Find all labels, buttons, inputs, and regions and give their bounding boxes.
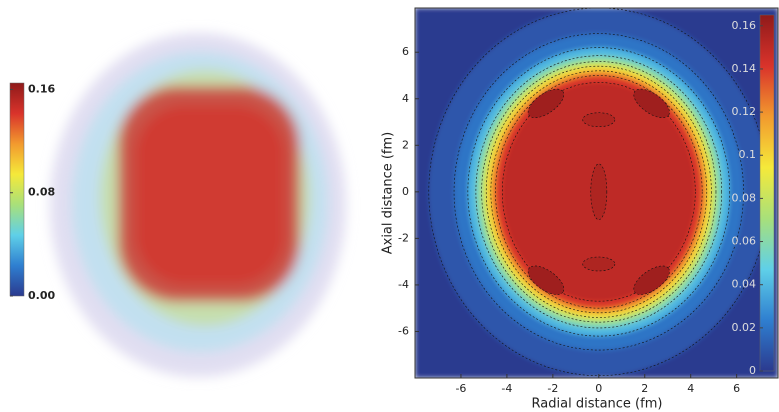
colorbar-tick-label: 0.08 bbox=[732, 191, 757, 204]
y-tick-label: -6 bbox=[398, 324, 409, 337]
left-colorbar: 0.00 0.08 0.16 bbox=[9, 82, 55, 302]
density-spot bbox=[633, 265, 670, 295]
colorbar-tick-label: 0 bbox=[749, 364, 756, 377]
colorbar-tick-label: 0.12 bbox=[732, 105, 757, 118]
volume-core bbox=[135, 105, 285, 285]
y-tick-label: 6 bbox=[402, 45, 409, 58]
colorbar-tick-label: 0.04 bbox=[732, 278, 757, 291]
colorbar-tick-label: 0.1 bbox=[739, 148, 757, 161]
contour-line bbox=[453, 33, 744, 351]
contour-line bbox=[485, 65, 712, 318]
contours bbox=[428, 8, 770, 376]
colorbar bbox=[759, 14, 775, 372]
density-spot bbox=[527, 88, 565, 119]
density-spot bbox=[582, 112, 616, 127]
y-axis-label: Axial distance (fm) bbox=[381, 132, 396, 255]
y-tick-label: 2 bbox=[402, 138, 409, 151]
contour-line bbox=[467, 47, 731, 337]
colorbar-tick-label: 0.08 bbox=[28, 186, 55, 199]
density-spot bbox=[527, 265, 565, 295]
y-tick-label: 4 bbox=[402, 92, 409, 105]
right-axes: -6 -4 -2 0 2 4 6-6-4-2024600.020.040.060.080.1… bbox=[398, 14, 775, 395]
colorbar-tick-label: 0.06 bbox=[732, 235, 757, 248]
density-spot bbox=[582, 256, 616, 272]
y-tick-label: -2 bbox=[398, 231, 409, 244]
density-spot bbox=[590, 163, 608, 221]
density-spot bbox=[633, 88, 670, 119]
y-tick-label: 0 bbox=[402, 185, 409, 198]
x-axis-label: Radial distance (fm) bbox=[532, 397, 663, 412]
x-tick-label: -6 bbox=[455, 382, 466, 395]
plot-frame bbox=[414, 7, 779, 379]
contour-line bbox=[495, 75, 703, 309]
colorbar-tick-label: 0.16 bbox=[732, 19, 757, 32]
x-tick-label: 0 bbox=[595, 382, 602, 395]
colorbar-tick-label: 0.16 bbox=[28, 82, 55, 95]
x-tick-label: 2 bbox=[641, 382, 648, 395]
colorbar-tick-label: 0.02 bbox=[732, 321, 757, 334]
contour-line bbox=[481, 61, 717, 323]
y-tick-label: -4 bbox=[398, 278, 409, 291]
volume-render bbox=[50, 33, 346, 377]
x-tick-label: 4 bbox=[687, 382, 694, 395]
colorbar-tick-label: 0.00 bbox=[28, 289, 55, 302]
x-tick-label: 6 bbox=[733, 382, 740, 395]
x-tick-label: -4 bbox=[501, 382, 512, 395]
colorbar-tick-label: 0.14 bbox=[732, 62, 757, 75]
colorbar bbox=[9, 82, 25, 297]
contour-line bbox=[502, 82, 696, 302]
x-tick-label: -2 bbox=[547, 382, 558, 395]
